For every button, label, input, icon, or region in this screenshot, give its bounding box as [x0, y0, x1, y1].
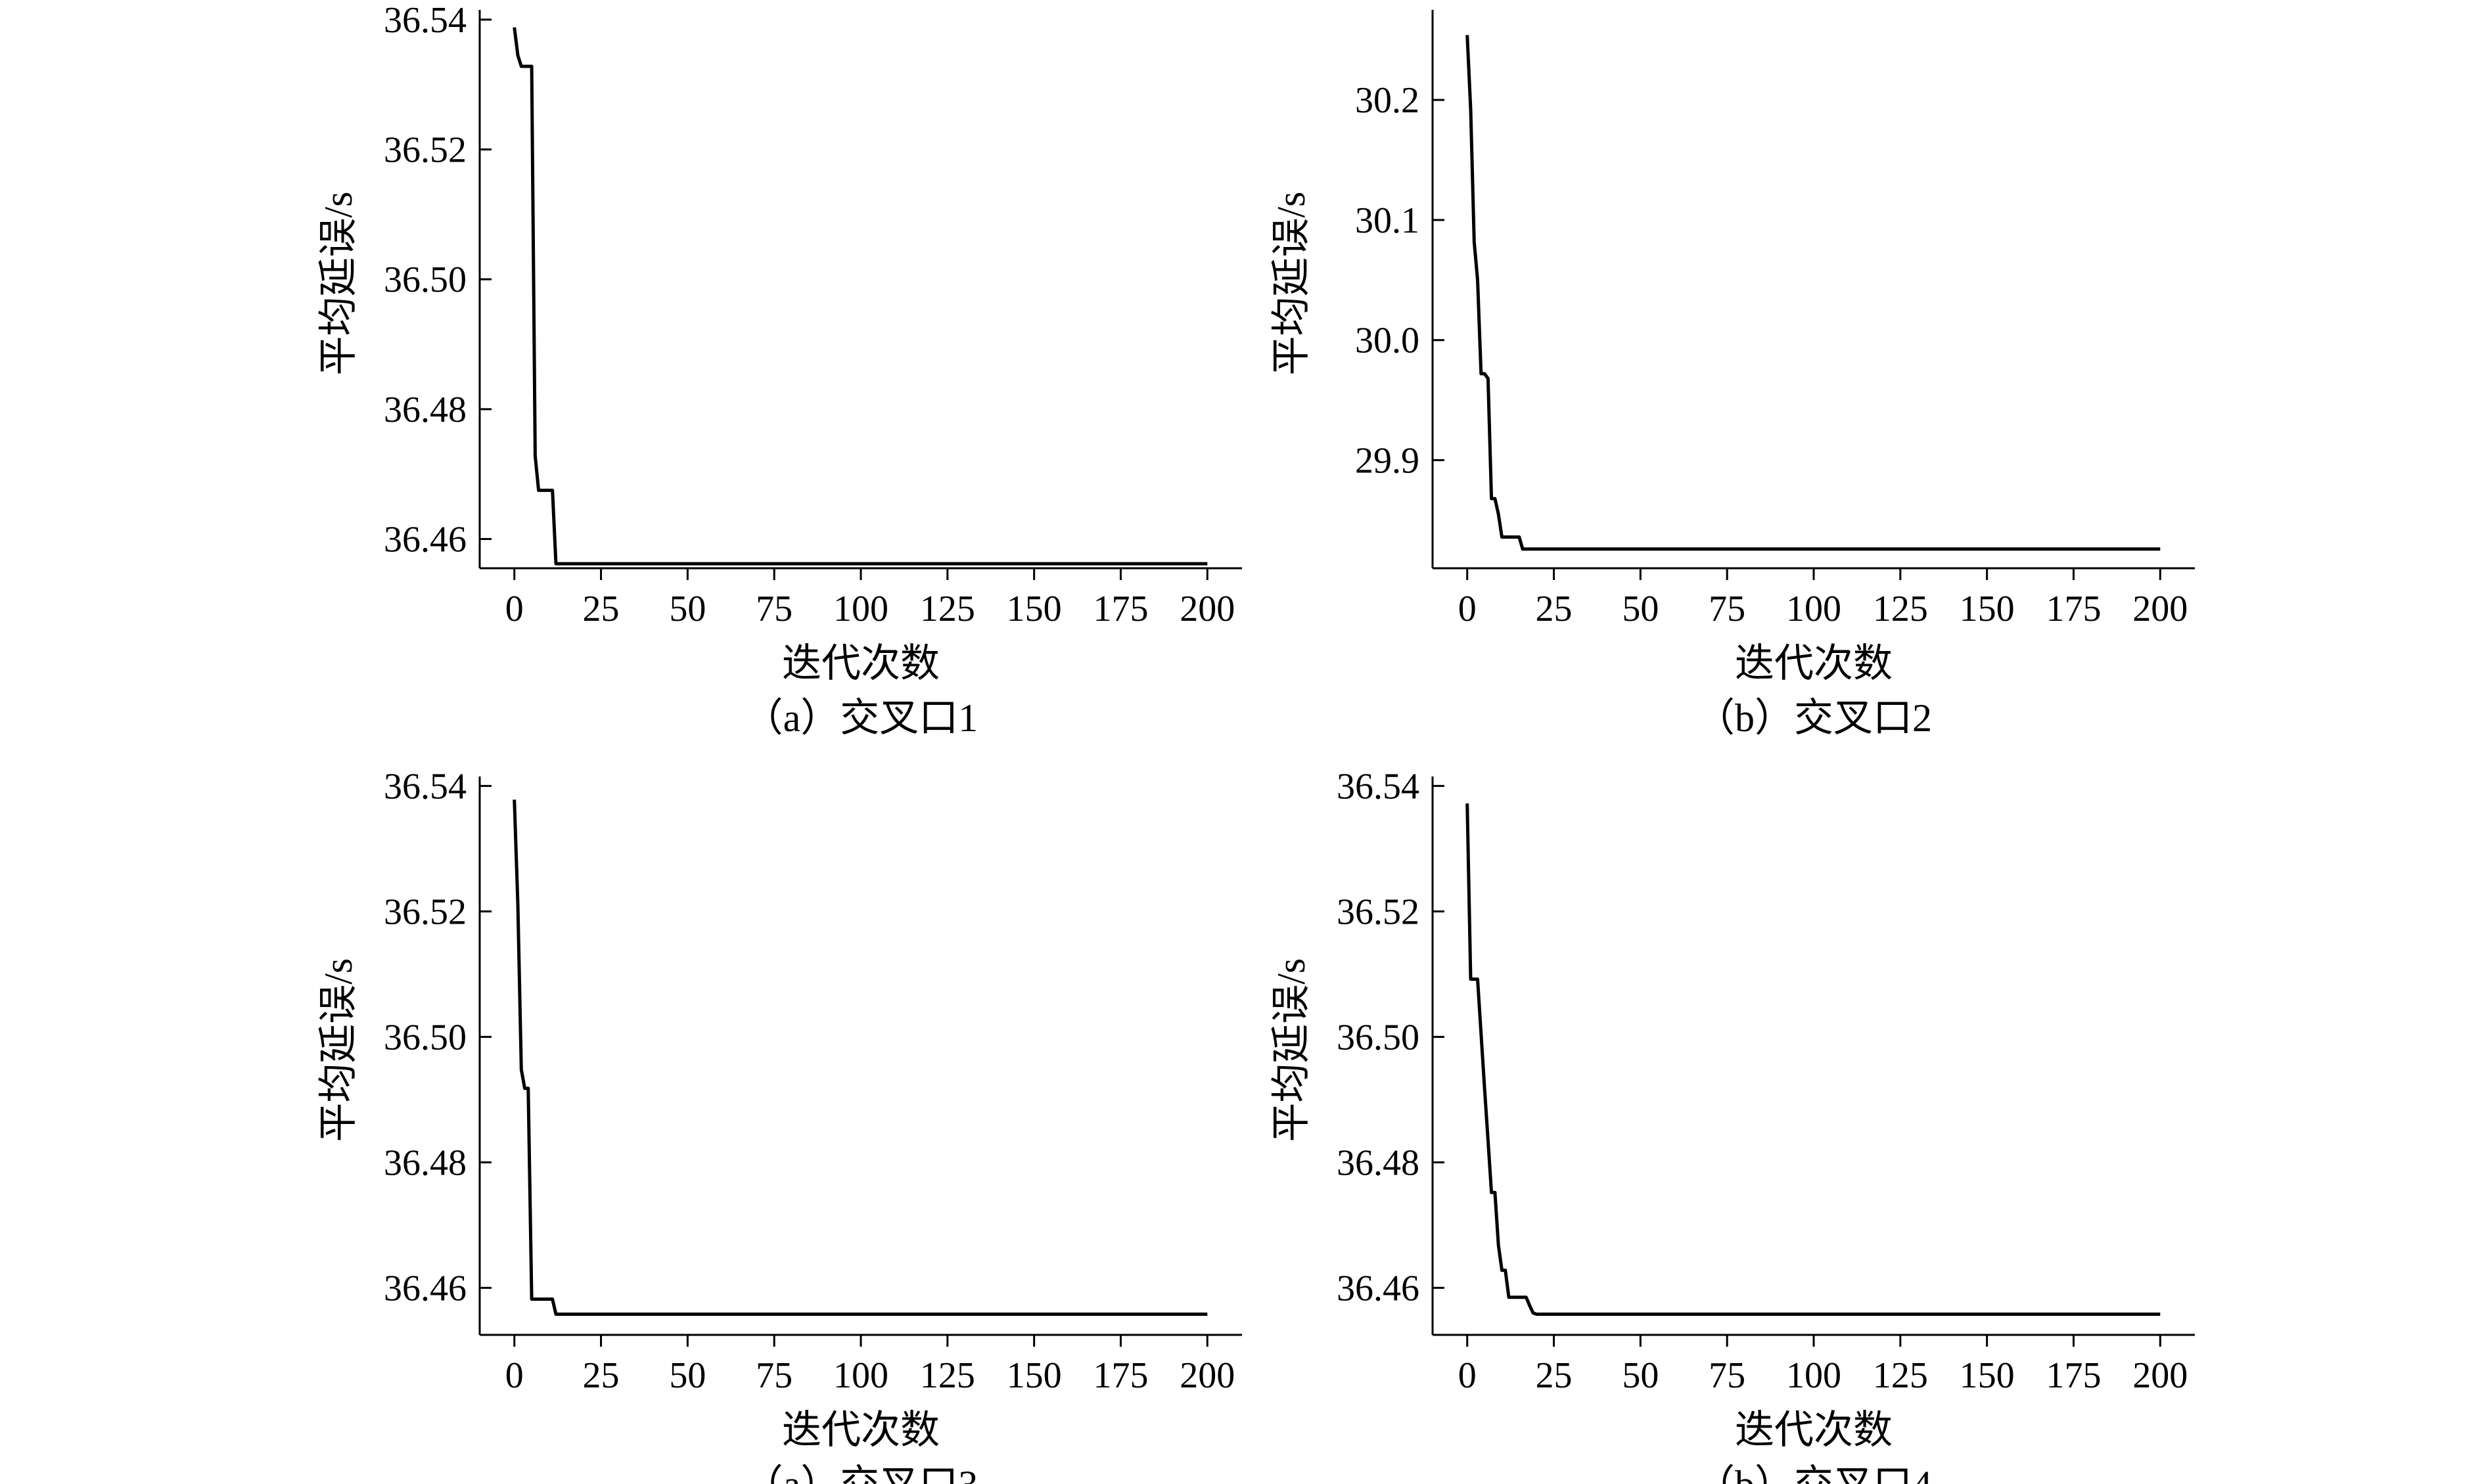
- y-tick-label: 36.48: [384, 390, 467, 430]
- x-tick-label: 125: [1873, 1355, 1928, 1396]
- x-axis-title: 迭代次数: [782, 642, 940, 685]
- x-tick-label: 200: [2132, 589, 2188, 629]
- y-tick-label: 30.2: [1355, 80, 1419, 121]
- x-tick-label: 50: [669, 1355, 706, 1396]
- panel-caption: （a）交叉口1: [744, 696, 978, 740]
- y-tick-label: 36.50: [384, 259, 467, 300]
- y-tick-label: 36.54: [384, 0, 467, 41]
- panel-4: 0 25 50 75 100 125 150 175 200 36.46 36.48 36.50 36.…: [1270, 766, 2195, 1484]
- x-tick-label: 25: [1536, 1355, 1573, 1396]
- y-axis-title: 平均延误/s: [1270, 191, 1313, 375]
- x-tick-label: 100: [1786, 589, 1841, 629]
- x-tick-label: 75: [756, 589, 793, 629]
- x-tick-label: 100: [833, 1355, 888, 1396]
- x-tick-label: 75: [756, 1355, 793, 1396]
- panel-caption: （a）交叉口3: [744, 1463, 978, 1484]
- x-tick-label: 100: [1786, 1355, 1841, 1396]
- x-tick-label: 25: [1536, 589, 1573, 629]
- y-tick-label: 36.46: [384, 1268, 467, 1309]
- y-tick-label: 30.1: [1355, 200, 1419, 241]
- x-tick-label: 75: [1709, 1355, 1745, 1396]
- y-axis-title: 平均延误/s: [1270, 958, 1313, 1142]
- x-tick-label: 0: [1458, 1355, 1477, 1396]
- y-tick-label: 36.48: [384, 1142, 467, 1183]
- x-tick-label: 125: [920, 1355, 975, 1396]
- x-tick-label: 0: [505, 589, 524, 629]
- x-tick-label: 150: [1007, 589, 1062, 629]
- y-tick-label: 36.50: [1337, 1017, 1419, 1058]
- y-tick-label: 30.0: [1355, 321, 1419, 361]
- x-tick-label: 50: [1622, 589, 1659, 629]
- series-line: [1465, 35, 2161, 551]
- x-tick-label: 0: [1458, 589, 1477, 629]
- y-tick-label: 36.46: [1337, 1268, 1419, 1309]
- series-line: [1465, 803, 2161, 1316]
- y-tick-label: 29.9: [1355, 440, 1419, 481]
- panel-caption: （b）交叉口4: [1695, 1463, 1932, 1484]
- y-tick-label: 36.52: [384, 891, 467, 932]
- x-tick-label: 50: [669, 589, 706, 629]
- panel-caption: （b）交叉口2: [1695, 696, 1932, 740]
- x-tick-label: 125: [1873, 589, 1928, 629]
- x-tick-label: 25: [583, 1355, 620, 1396]
- x-tick-label: 75: [1709, 589, 1745, 629]
- y-tick-label: 36.52: [384, 130, 467, 171]
- x-tick-label: 150: [1960, 1355, 2015, 1396]
- y-tick-label: 36.48: [1337, 1142, 1419, 1183]
- x-tick-label: 150: [1007, 1355, 1062, 1396]
- x-axis-title: 迭代次数: [1735, 1408, 1893, 1452]
- y-tick-label: 36.50: [384, 1017, 467, 1058]
- y-tick-label: 36.54: [1337, 766, 1419, 807]
- x-tick-label: 100: [833, 589, 888, 629]
- panel-3: 0 25 50 75 100 125 150 175 200 36.46 36.48 36.50 36.…: [317, 766, 1242, 1484]
- x-tick-label: 200: [2132, 1355, 2188, 1396]
- y-tick-label: 36.54: [384, 766, 467, 807]
- x-tick-label: 175: [1093, 589, 1148, 629]
- x-tick-label: 175: [2046, 589, 2101, 629]
- y-axis-title: 平均延误/s: [317, 191, 360, 375]
- x-tick-label: 0: [505, 1355, 524, 1396]
- panel-1: 0 25 50 75 100 125 150 175 200 36.46 36.48 36.50 36.…: [317, 0, 1242, 740]
- series-line: [513, 27, 1208, 566]
- x-tick-label: 150: [1960, 589, 2015, 629]
- x-tick-label: 125: [920, 589, 975, 629]
- series-line: [513, 799, 1208, 1316]
- x-axis-title: 迭代次数: [1735, 642, 1893, 685]
- x-tick-label: 175: [1093, 1355, 1148, 1396]
- y-axis-title: 平均延误/s: [317, 958, 360, 1142]
- y-tick-label: 36.52: [1337, 891, 1419, 932]
- x-tick-label: 25: [583, 589, 620, 629]
- x-tick-label: 50: [1622, 1355, 1659, 1396]
- panel-2: 0 25 50 75 100 125 150 175 200 29.9 30.0 30.1 30.2 迭代…: [1270, 10, 2195, 740]
- y-tick-label: 36.46: [384, 520, 467, 560]
- x-tick-label: 200: [1180, 1355, 1235, 1396]
- x-tick-label: 175: [2046, 1355, 2101, 1396]
- x-tick-label: 200: [1180, 589, 1235, 629]
- x-axis-title: 迭代次数: [782, 1408, 940, 1452]
